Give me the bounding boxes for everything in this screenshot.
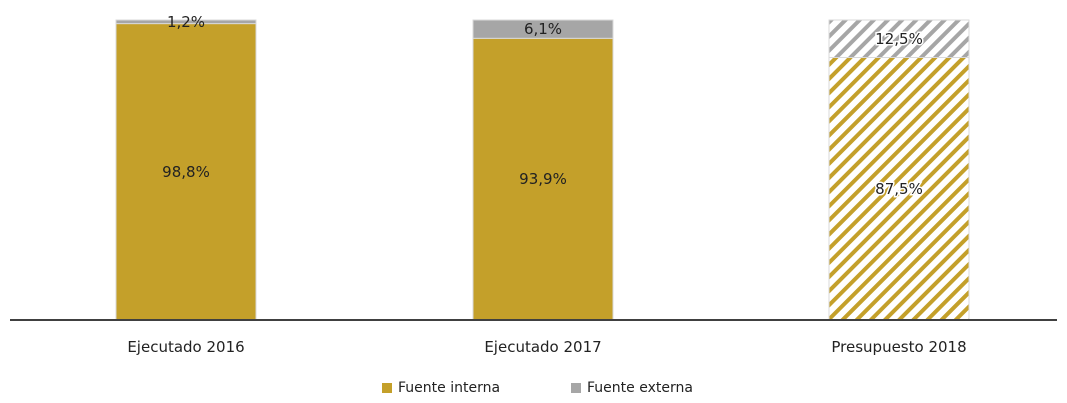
data-label-fuente-externa-ejecutado-2017: 6,1% — [524, 20, 562, 38]
bar-segment-fuente-externa-ejecutado-2017 — [472, 19, 614, 39]
segment-labels-layer: 98,8% 1,2% 93,9% 6,1% 87,5% 12,5% — [162, 13, 924, 199]
legend-label-fuente-externa: Fuente externa — [587, 380, 693, 396]
legend-swatch-fuente-externa — [571, 383, 581, 393]
data-label-fuente-interna-presupuesto-2018: 87,5% — [875, 180, 923, 198]
legend: Fuente interna Fuente externa — [382, 380, 693, 396]
x-tick-label-ejecutado-2016: Ejecutado 2016 — [127, 338, 244, 356]
bars-layer — [115, 19, 970, 321]
bar-segment-fuente-interna-ejecutado-2017 — [472, 37, 614, 321]
data-label-fuente-externa-presupuesto-2018: 12,5% — [875, 30, 923, 48]
bar-segment-fuente-externa-ejecutado-2016 — [115, 19, 257, 25]
data-label-fuente-externa-ejecutado-2016: 1,2% — [167, 13, 205, 31]
x-axis-tick-labels: Ejecutado 2016 Ejecutado 2017 Presupuesto … — [127, 338, 966, 356]
data-label-fuente-interna-ejecutado-2017: 93,9% — [519, 170, 567, 188]
bar-segment-fuente-interna-presupuesto-2018 — [828, 57, 970, 321]
legend-swatch-fuente-interna — [382, 383, 392, 393]
bar-segment-fuente-interna-ejecutado-2016 — [115, 23, 257, 321]
bar-segment-fuente-externa-presupuesto-2018 — [828, 19, 970, 58]
data-label-fuente-interna-ejecutado-2016: 98,8% — [162, 163, 210, 181]
legend-label-fuente-interna: Fuente interna — [398, 380, 500, 396]
x-tick-label-presupuesto-2018: Presupuesto 2018 — [831, 338, 966, 356]
x-tick-label-ejecutado-2017: Ejecutado 2017 — [484, 338, 601, 356]
